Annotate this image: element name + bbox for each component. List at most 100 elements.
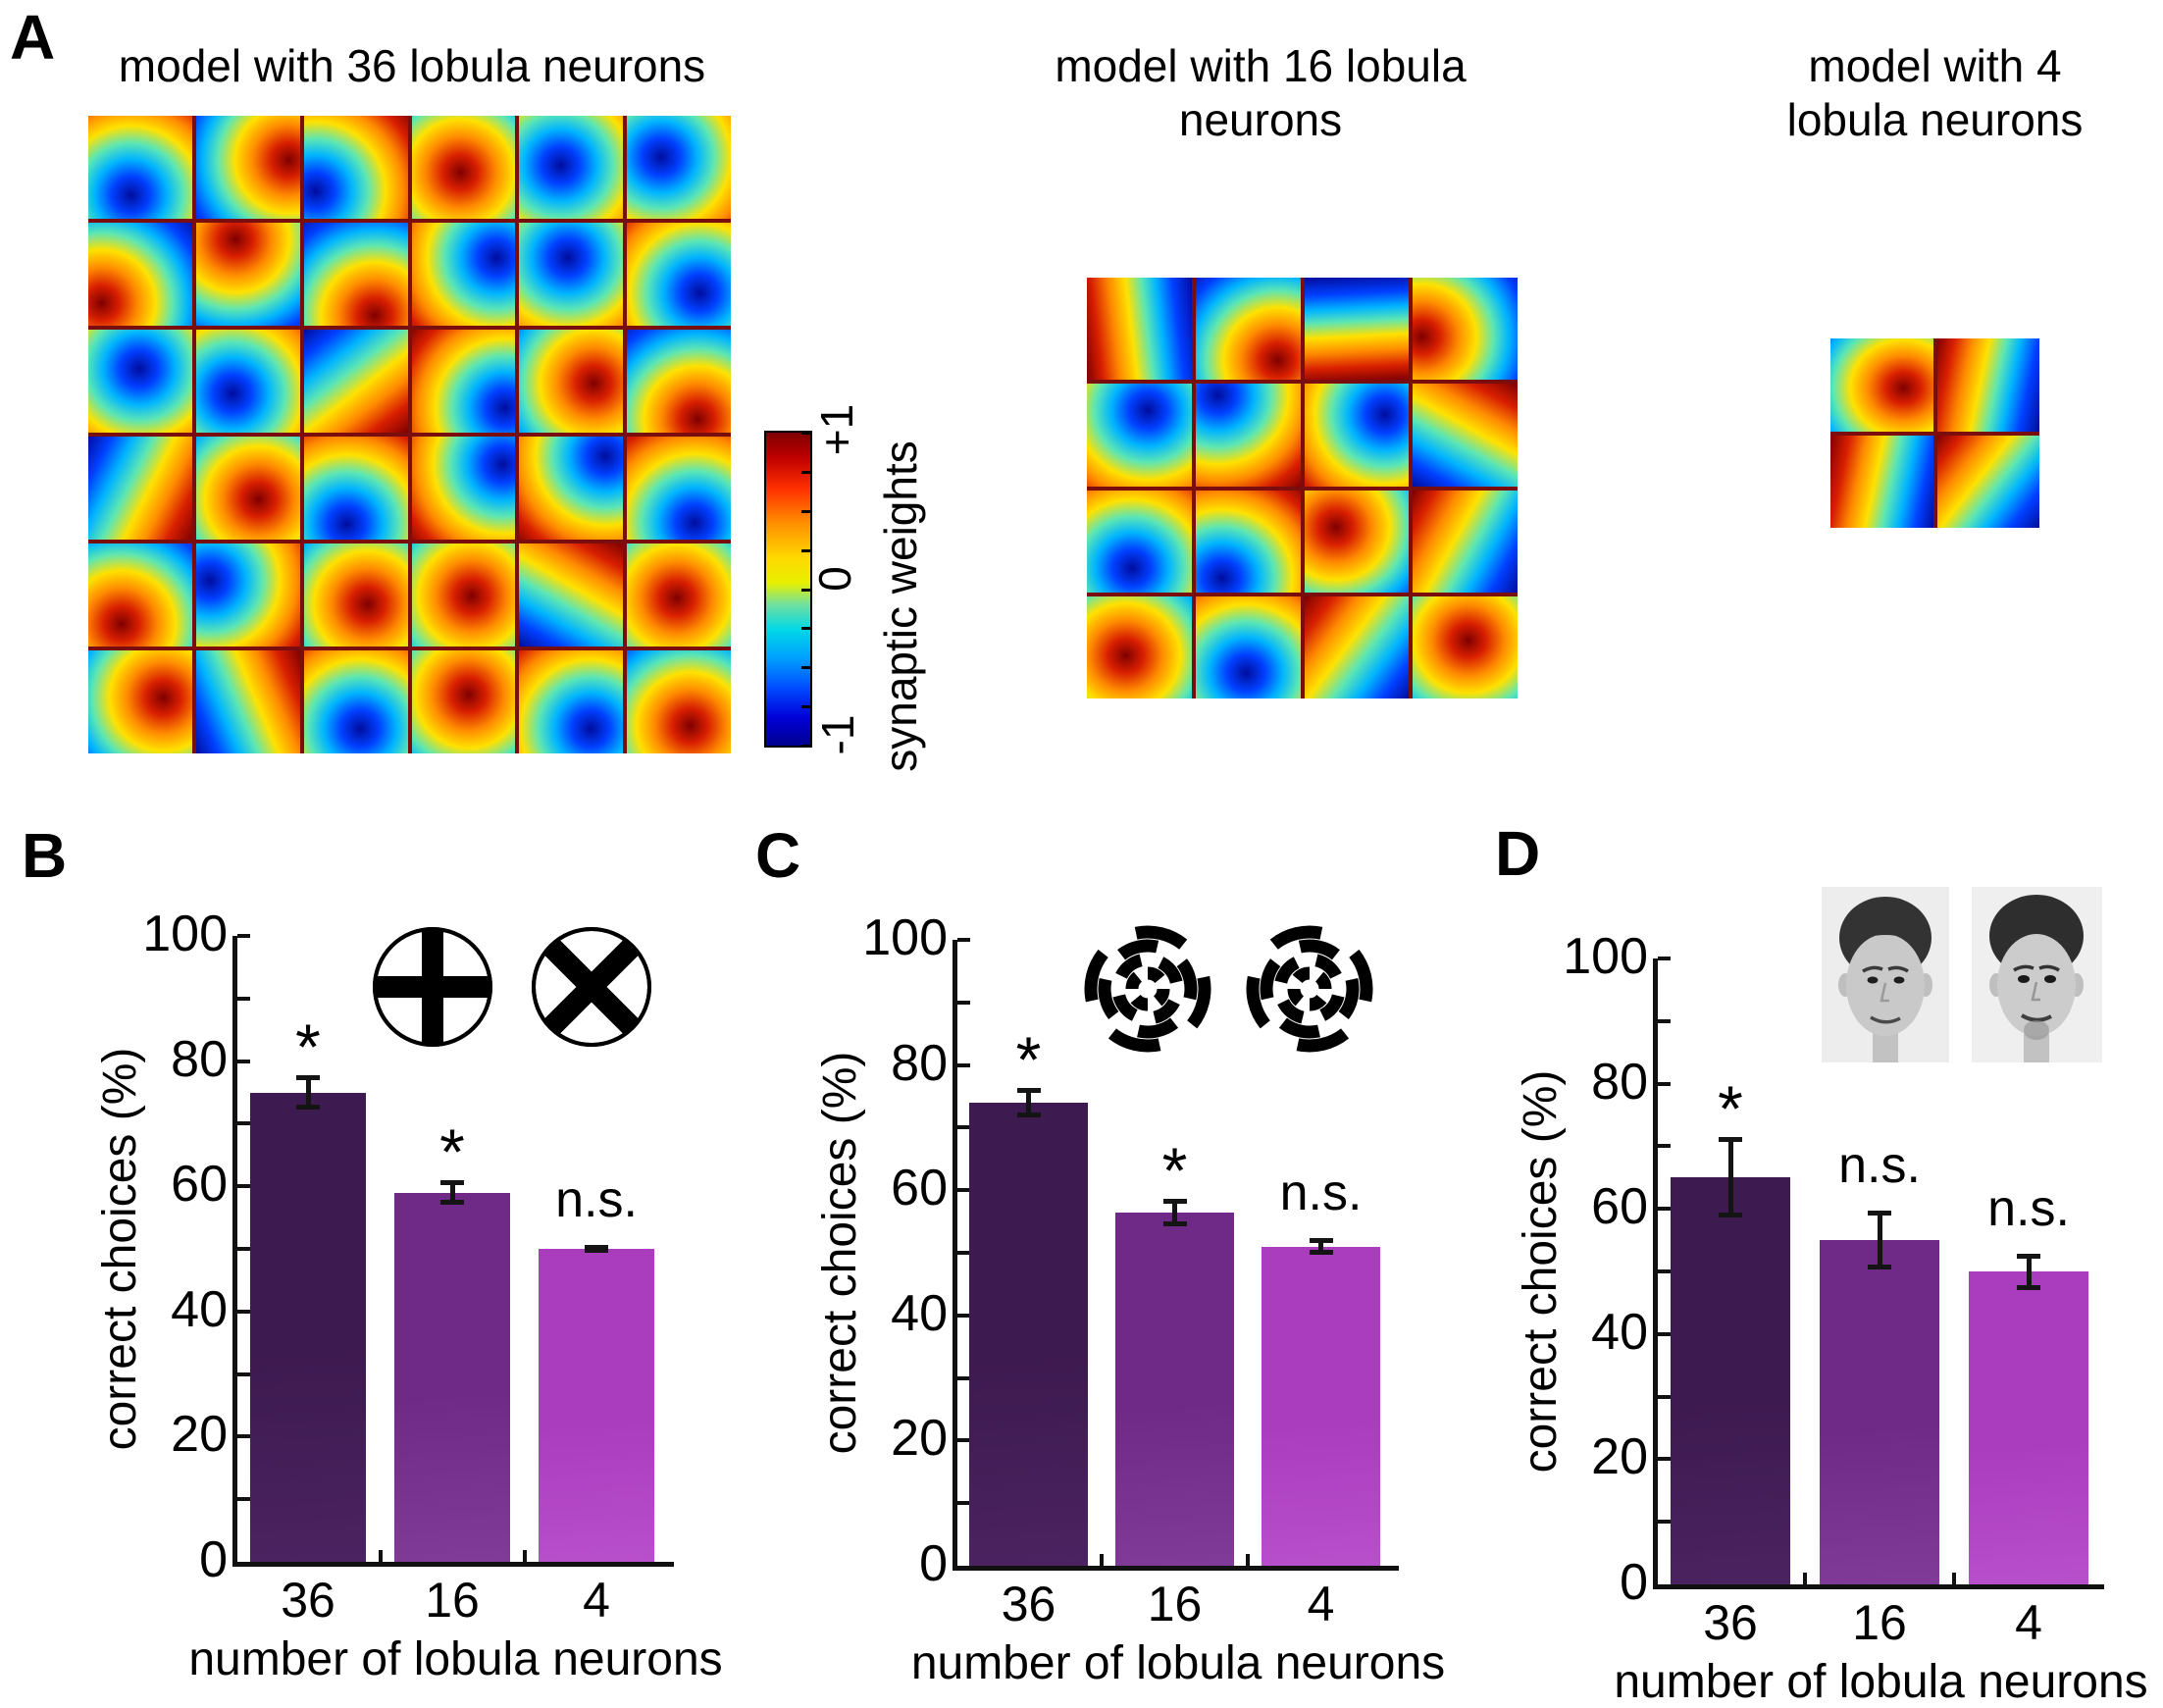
significance-label: * [1015, 1023, 1042, 1097]
colorbar-tick [801, 666, 811, 670]
y-axis-tick [1658, 1520, 1671, 1525]
bar-16-neurons [1820, 1240, 1939, 1584]
colorbar-tick [801, 509, 811, 513]
plus-in-circle-icon [373, 927, 492, 1047]
receptive-field-patch [411, 650, 516, 753]
receptive-field-patch [1413, 595, 1518, 699]
error-bar [1868, 1211, 1891, 1270]
colorbar [764, 431, 812, 748]
panel-b-label: B [22, 820, 68, 891]
model-4-title: model with 4 lobula neurons [1786, 40, 2084, 146]
receptive-field-patch [195, 543, 300, 647]
error-bar [585, 1245, 608, 1253]
y-tick-label: 20 [1591, 1428, 1648, 1486]
receptive-field-patch [1304, 595, 1410, 699]
y-tick-label: 80 [891, 1034, 948, 1092]
receptive-field-patch [303, 543, 408, 647]
receptive-field-patch [88, 116, 192, 219]
y-axis-tick [1658, 957, 1671, 960]
y-axis-tick [957, 1313, 970, 1318]
y-axis-tick [957, 1000, 970, 1005]
error-bar [1719, 1137, 1742, 1218]
receptive-field-patch [88, 223, 192, 326]
y-axis-label: correct choices (%) [814, 1051, 866, 1455]
receptive-field-patch [411, 437, 516, 540]
receptive-field-patch [1195, 384, 1301, 487]
receptive-field-patch [1195, 278, 1301, 381]
y-tick-label: 80 [171, 1030, 228, 1088]
y-axis-tick [957, 1375, 970, 1380]
receptive-field-patch [411, 223, 516, 326]
receptive-field-patch [1936, 435, 2039, 528]
y-tick-label: 20 [171, 1406, 228, 1464]
error-bar [1016, 1088, 1041, 1117]
receptive-field-patch [88, 543, 192, 647]
receptive-field-patch [195, 650, 300, 753]
panel-b-stimuli [373, 927, 651, 1047]
colorbar-tick [801, 745, 811, 748]
y-axis-tick [1658, 1207, 1671, 1212]
colorbar-min-label: -1 [812, 714, 863, 755]
panel-d-stimuli [1822, 887, 2102, 1062]
y-axis-tick [1658, 1331, 1671, 1336]
bar-36-neurons [1671, 1177, 1790, 1584]
significance-label: n.s. [1987, 1179, 2070, 1237]
receptive-field-patch [195, 116, 300, 219]
receptive-field-patch [88, 650, 192, 753]
colorbar-axis-label: synaptic weights [875, 440, 926, 772]
y-tick-label: 40 [891, 1284, 948, 1342]
x-axis-tick [522, 1550, 527, 1562]
receptive-field-patch [411, 116, 516, 219]
bar-36-neurons [250, 1092, 366, 1562]
receptive-field-patch [627, 116, 731, 219]
y-axis-tick [237, 1372, 250, 1376]
receptive-field-patch [1830, 435, 1933, 528]
receptive-field-patch [1830, 338, 1933, 432]
bar-36-neurons [969, 1102, 1088, 1566]
y-axis-tick [957, 1438, 970, 1443]
male-face-photo-1-icon [1822, 887, 1949, 1062]
receptive-field-patch [1413, 490, 1518, 593]
y-tick-label: 100 [142, 906, 228, 962]
x-axis-label: number of lobula neurons [910, 1637, 1446, 1689]
colorbar-tick [801, 432, 811, 435]
y-axis-tick [237, 1434, 250, 1439]
panel-c-stimuli [1084, 925, 1373, 1053]
y-axis-label: correct choices (%) [94, 1047, 146, 1451]
synaptic-weights-grid-4 [1830, 338, 2039, 528]
y-axis-tick [957, 1188, 970, 1193]
bar-16-neurons [1115, 1212, 1234, 1566]
colorbar-tick [801, 705, 811, 709]
receptive-field-patch [627, 223, 731, 326]
x-category-label: 16 [425, 1573, 480, 1628]
significance-label: n.s. [1838, 1137, 1921, 1195]
panel-b-bar-chart: 0 20 40 60 80 100 * 36 * 16 n.s. 4 correct choices (… [94, 908, 723, 1683]
y-axis-tick [237, 1184, 250, 1189]
y-tick-label: 0 [919, 1535, 948, 1592]
y-tick-label: 100 [862, 909, 948, 966]
model-16-title: model with 16 lobula neurons [1055, 40, 1467, 146]
bar-4-neurons [1262, 1246, 1380, 1566]
y-tick-label: 60 [1591, 1178, 1648, 1236]
colorbar-tick [801, 627, 811, 631]
colorbar-max-label: +1 [811, 403, 862, 456]
y-axis-tick [1658, 1269, 1671, 1273]
receptive-field-patch [1195, 595, 1301, 699]
receptive-field-patch [303, 116, 408, 219]
receptive-field-patch [1195, 490, 1301, 593]
error-bar [296, 1075, 320, 1111]
male-face-photo-2-icon [1972, 887, 2102, 1062]
colorbar-tick [801, 470, 811, 474]
significance-label: n.s. [1279, 1165, 1363, 1222]
x-in-circle-icon [532, 927, 651, 1047]
receptive-field-patch [627, 543, 731, 647]
y-axis-tick [237, 1121, 250, 1126]
receptive-field-patch [627, 330, 731, 433]
x-category-label: 36 [1703, 1595, 1758, 1650]
significance-label: n.s. [555, 1171, 638, 1229]
y-axis-tick [237, 996, 250, 1001]
synaptic-weights-grid-16 [1087, 278, 1518, 699]
receptive-field-patch [519, 543, 624, 647]
y-axis-tick [957, 938, 970, 942]
